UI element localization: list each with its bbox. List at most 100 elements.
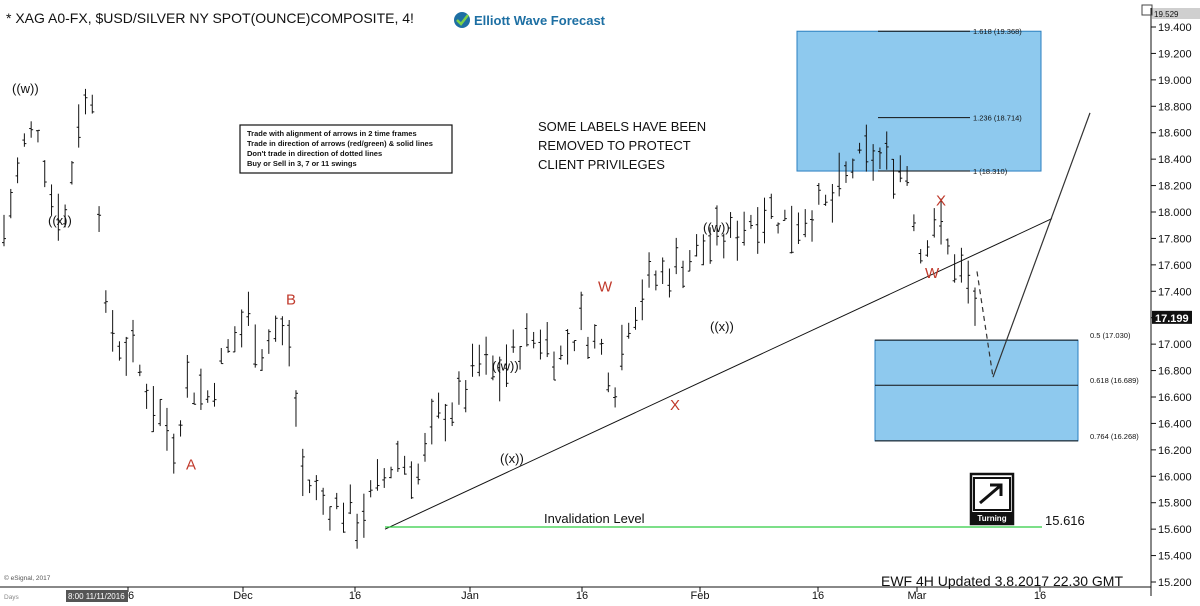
ohlc-bar bbox=[422, 432, 427, 462]
ohlc-bar bbox=[22, 133, 27, 147]
y-tick-label: 17.400 bbox=[1158, 286, 1192, 298]
y-tick-label: 19.200 bbox=[1158, 48, 1192, 60]
ohlc-bar bbox=[56, 193, 61, 241]
ohlc-bar bbox=[232, 326, 237, 353]
y-tick-label: 16.400 bbox=[1158, 418, 1192, 430]
trend-lines bbox=[384, 112, 1091, 530]
copyright-label: © eSignal, 2017 bbox=[4, 574, 51, 582]
x-tick-label: Mar bbox=[908, 590, 927, 602]
y-tick-label: 18.600 bbox=[1158, 128, 1192, 140]
ohlc-bar bbox=[837, 152, 842, 197]
ohlc-bar bbox=[803, 209, 808, 238]
wave-label: ((w)) bbox=[12, 81, 39, 96]
ohlc-bar bbox=[857, 142, 862, 154]
ohlc-bar bbox=[748, 214, 753, 229]
rule-3: Don't trade in direction of dotted lines bbox=[247, 149, 382, 158]
ohlc-bar bbox=[287, 320, 292, 367]
fibonacci-zones: 1.618 (19.368) 1.236 (18.714) 1 (18.310) 0.… bbox=[796, 27, 1139, 442]
ohlc-bar bbox=[83, 88, 88, 115]
ohlc-bar bbox=[490, 355, 495, 381]
fib-retracement-zone bbox=[874, 339, 1079, 442]
ohlc-bar bbox=[687, 250, 692, 272]
ohlc-bar bbox=[708, 227, 713, 264]
ohlc-bar bbox=[192, 392, 197, 405]
ohlc-bar bbox=[871, 144, 876, 181]
ohlc-bar bbox=[63, 204, 68, 228]
ohlc-bar bbox=[945, 238, 950, 255]
wave-label: ((w)) bbox=[703, 220, 730, 235]
y-tick-label: 17.600 bbox=[1158, 260, 1192, 272]
cursor-date-label: 8:00 11/11/2016 bbox=[68, 592, 125, 601]
ohlc-bar bbox=[864, 124, 869, 172]
price-bars bbox=[2, 88, 977, 549]
ohlc-bar bbox=[382, 468, 387, 488]
y-tick-label: 16.800 bbox=[1158, 366, 1192, 378]
invalidation-value: 15.616 bbox=[1045, 513, 1085, 528]
ohlc-bar bbox=[966, 260, 971, 304]
ohlc-bar bbox=[816, 182, 821, 205]
ohlc-bar bbox=[158, 398, 163, 427]
ohlc-bar bbox=[266, 329, 271, 354]
ohlc-bar bbox=[531, 331, 536, 349]
ohlc-bar bbox=[925, 240, 930, 257]
y-tick-label: 16.000 bbox=[1158, 471, 1192, 483]
ohlc-bar bbox=[701, 234, 706, 266]
ohlc-bar bbox=[823, 194, 828, 206]
ohlc-bar bbox=[470, 343, 475, 377]
ohlc-bar bbox=[782, 209, 787, 221]
ohlc-bar bbox=[327, 506, 332, 531]
wave-label: W bbox=[925, 265, 940, 282]
ohlc-bar bbox=[185, 354, 190, 398]
ohlc-bar bbox=[436, 392, 441, 419]
ohlc-bar bbox=[164, 407, 169, 451]
ohlc-bar bbox=[653, 270, 658, 291]
ohlc-bar bbox=[755, 207, 760, 254]
y-tick-label: 15.200 bbox=[1158, 577, 1192, 589]
note-line-3: CLIENT PRIVILEGES bbox=[538, 157, 665, 172]
ohlc-bar bbox=[8, 188, 13, 219]
ohlc-bar bbox=[850, 158, 855, 179]
wave-label: A bbox=[186, 457, 196, 474]
ewf-logo: Elliott Wave Forecast bbox=[454, 12, 606, 28]
window-controls[interactable] bbox=[1141, 4, 1153, 16]
ohlc-bar bbox=[429, 398, 434, 445]
ohlc-bar bbox=[151, 386, 156, 433]
ohlc-bar bbox=[952, 254, 957, 283]
wave-label: ((x)) bbox=[48, 213, 72, 228]
wave-label: ((x)) bbox=[500, 451, 524, 466]
ohlc-bar bbox=[511, 329, 516, 353]
ohlc-bar bbox=[545, 322, 550, 358]
y-tick-label: 18.200 bbox=[1158, 181, 1192, 193]
ohlc-bar bbox=[389, 466, 394, 479]
ohlc-bar bbox=[592, 324, 597, 349]
ohlc-bar bbox=[280, 316, 285, 346]
ohlc-bar bbox=[497, 356, 502, 402]
ohlc-bar bbox=[789, 205, 794, 254]
ohlc-bar bbox=[137, 364, 142, 377]
cursor-date-box bbox=[66, 590, 128, 602]
fib-extension-label: 1.618 (19.368) bbox=[973, 27, 1022, 36]
ohlc-bar bbox=[579, 291, 584, 331]
ohlc-bar bbox=[273, 315, 278, 342]
ohlc-bar bbox=[504, 344, 509, 387]
days-label: Days bbox=[4, 594, 20, 601]
ohlc-bar bbox=[939, 198, 944, 245]
wave-label: W bbox=[598, 278, 613, 295]
ohlc-bar bbox=[973, 287, 977, 326]
ohlc-bar bbox=[293, 390, 298, 427]
ohlc-bar bbox=[606, 372, 611, 393]
maximize-icon[interactable] bbox=[1141, 4, 1153, 16]
ohlc-bar bbox=[348, 484, 353, 515]
ohlc-bar bbox=[619, 324, 624, 371]
x-tick-label: 16 bbox=[576, 590, 588, 602]
ohlc-bar bbox=[728, 212, 733, 238]
ohlc-bar bbox=[456, 371, 461, 405]
ohlc-bar bbox=[124, 336, 129, 376]
ohlc-bar bbox=[402, 455, 407, 475]
ohlc-bar bbox=[178, 420, 183, 437]
ohlc-bar bbox=[843, 161, 848, 183]
x-tick-label: 16 bbox=[349, 590, 361, 602]
ohlc-bar bbox=[76, 104, 81, 148]
last-price-marker: 17.199 bbox=[1152, 310, 1192, 325]
ohlc-bar bbox=[443, 403, 448, 442]
